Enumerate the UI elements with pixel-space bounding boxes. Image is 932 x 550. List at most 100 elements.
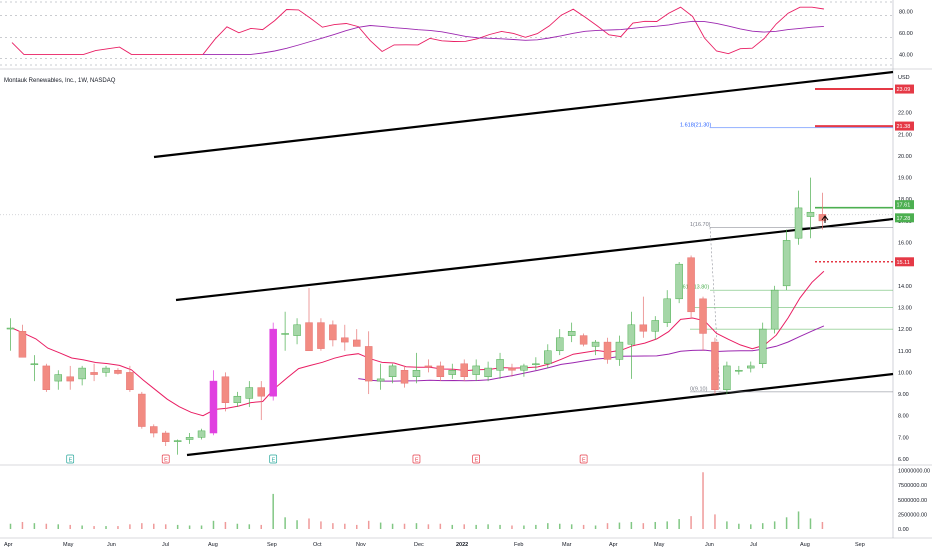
volume-bar [630,521,633,529]
volume-bar [439,523,442,529]
volume-bar [535,524,537,529]
price-badge-label: 17.61 [897,203,911,209]
volume-bar [403,523,406,529]
volume-tick-label: 10000000.00 [898,469,930,475]
candle-body [173,440,182,442]
volume-bar [475,524,477,529]
volume-tick-label: 7500000.00 [898,483,927,489]
volume-bar [427,524,430,529]
volume-bar [296,520,298,529]
volume-bar [797,511,800,529]
volume-bar [69,524,71,529]
volume-bar [153,523,155,529]
rsi-tick-label: 40.00 [899,52,913,58]
volume-bar [176,524,179,529]
volume-bar [272,493,274,529]
candle-body [114,369,122,374]
candle-body [90,372,98,375]
candle-body [305,322,313,352]
earnings-marker-label: E [582,458,586,464]
candle-body [735,369,743,372]
candle-body [233,395,242,403]
fib-level-label: 0(9.10) [690,386,708,392]
volume-bar [320,521,322,529]
price-tick-label: 21.00 [898,132,912,138]
fib-level-label: 1(16.70) [690,222,711,228]
earnings-marker [161,454,170,464]
volume-bar [726,521,728,529]
candle-body [102,367,110,373]
volume-bar [750,524,752,529]
candle-body [770,289,779,330]
volume-bar [523,525,525,529]
price-tick-label: 16.00 [898,241,912,247]
candle-body [18,331,27,358]
lower-channel-trendline [186,372,894,457]
candle-body [197,430,206,438]
volume-tick-label: 0.00 [898,527,909,533]
rsi-line [11,6,824,55]
candle-body [185,437,194,440]
time-axis-label: Jun [107,542,116,548]
candle-body [353,339,361,347]
volume-bar [654,521,657,529]
volume-bar [224,521,227,529]
time-axis-label: Jul [162,542,169,548]
time-axis-label: May [654,542,665,548]
earnings-marker-label: E [69,458,73,464]
candle-body [341,337,349,343]
rsi-tick-label: 60.00 [899,31,913,37]
volume-bar [93,526,95,529]
earnings-marker [269,454,278,464]
volume-bar [690,516,692,529]
candle-body [615,341,624,360]
volume-bar [391,523,394,529]
volume-bar [248,524,251,529]
fib-level-label: 1.618(21.30) [680,122,711,128]
candle-body [150,426,158,434]
time-axis-label: Apr [609,542,618,548]
volume-bar [666,521,668,529]
candle-body [388,365,397,377]
middle-channel-trendline [175,217,894,302]
candle-body [126,372,134,390]
volume-bar [308,518,310,529]
volume-bar [785,517,788,529]
candle-body [747,365,755,369]
volume-tick-label: 5000000.00 [898,498,927,504]
price-badge [895,84,914,94]
candle-body [627,324,636,345]
candle-body [699,298,707,334]
earnings-marker [412,454,421,464]
candle-body [412,369,421,377]
volume-bar [463,524,465,529]
volume-bar [594,525,597,529]
currency-label: USD [898,75,910,81]
volume-bar [487,524,489,529]
volume-bar [260,524,262,529]
price-badge [895,213,914,223]
candle-body [460,363,468,377]
candle-body [711,341,719,390]
candle-body [376,378,385,382]
volume-bar [451,524,454,529]
up-arrow-icon [821,215,829,223]
candle-body [544,350,552,365]
earnings-marker [472,454,481,464]
price-badge [895,121,914,131]
volume-bar [738,523,740,529]
candle-body [400,369,409,384]
time-axis-label: Nov [356,542,366,548]
volume-bar [582,524,585,529]
candle-body [496,359,504,371]
price-badge [895,257,914,267]
volume-bar [284,517,286,529]
volume-bar [618,522,621,529]
time-axis-label: Dec [414,542,424,548]
upper-channel-trendline [153,70,894,159]
time-axis-label: Jul [750,542,757,548]
candle-body [257,387,265,397]
candle-body [42,365,51,390]
volume-bar [379,522,382,529]
